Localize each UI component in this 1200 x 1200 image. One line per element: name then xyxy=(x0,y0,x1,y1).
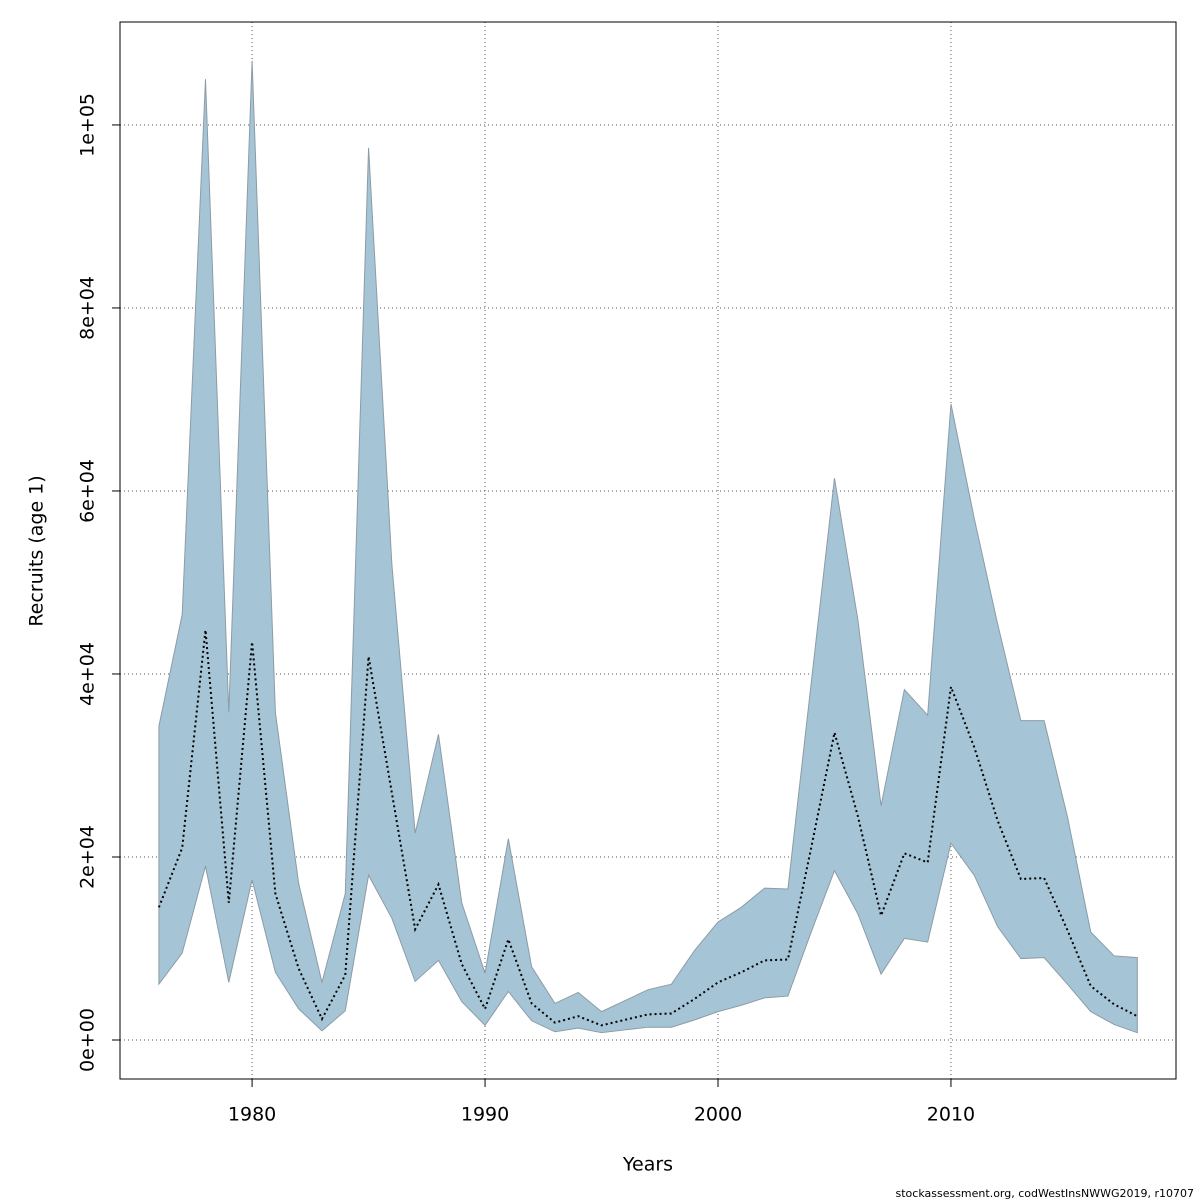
estimate-line xyxy=(157,629,1138,1027)
y-axis-label: Recruits (age 1) xyxy=(26,475,48,626)
x-tick-label: 1980 xyxy=(228,1104,276,1126)
x-tick-label: 2010 xyxy=(927,1104,975,1126)
y-tick-label: 0e+00 xyxy=(77,1008,99,1072)
x-axis-label: Years xyxy=(622,1154,673,1176)
y-tick-label: 2e+04 xyxy=(77,825,99,889)
y-tick-label: 8e+04 xyxy=(77,276,99,340)
footer: stockassessment.org, codWestInsNWWG2019,… xyxy=(896,1187,1195,1200)
x-tick-label: 1990 xyxy=(461,1104,509,1126)
confidence-band xyxy=(158,60,1138,1034)
plot-frame xyxy=(119,21,1177,1080)
x-tick-label: 2000 xyxy=(694,1104,742,1126)
y-tick-label: 6e+04 xyxy=(77,459,99,523)
y-tick-label: 1e+05 xyxy=(77,93,99,157)
y-tick-label: 4e+04 xyxy=(77,642,99,706)
